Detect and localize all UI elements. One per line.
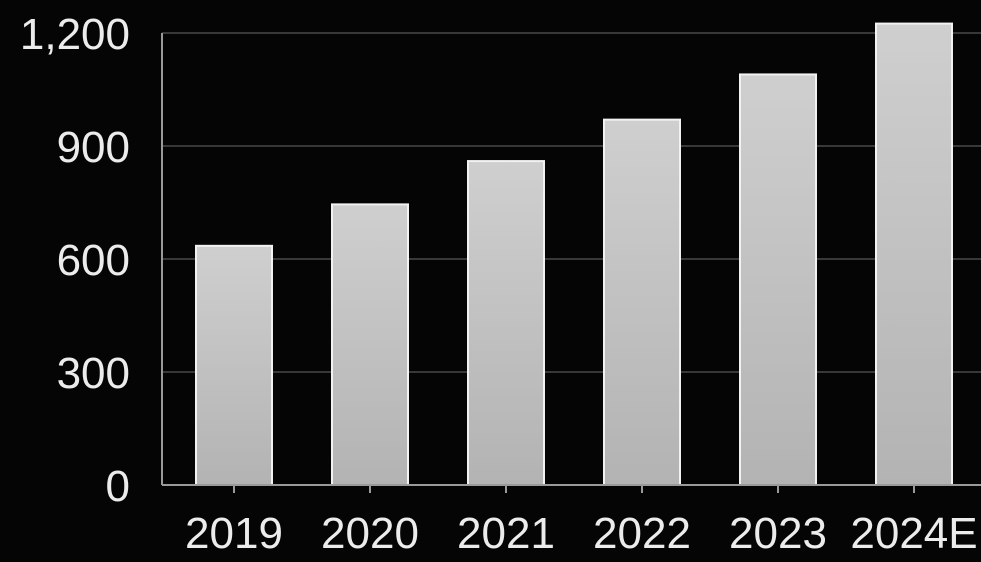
bars	[195, 22, 953, 487]
x-tick-label: 2021	[457, 509, 555, 558]
gridlines	[162, 32, 981, 373]
y-tick-label: 300	[57, 349, 130, 398]
bar-2022	[603, 118, 681, 486]
bar-2024e	[875, 22, 953, 486]
x-tick-label: 2023	[729, 509, 827, 558]
bar-2021	[467, 160, 545, 486]
y-tick-label: 0	[106, 462, 130, 511]
x-tick-label: 2022	[593, 509, 691, 558]
bar-2020	[331, 203, 409, 486]
x-tick-label: 2019	[185, 509, 283, 558]
y-tick-label: 600	[57, 236, 130, 285]
x-tick-label: 2020	[321, 509, 419, 558]
axes	[161, 33, 981, 493]
y-tick-label: 1,200	[20, 10, 130, 59]
bar-2023	[739, 73, 817, 487]
x-tick-label: 2024E	[850, 509, 977, 558]
bar-2019	[195, 244, 273, 486]
tick-labels: 0 300 600 900 1,200 2019 2020 2021 2022 2023 2024E	[20, 10, 978, 558]
y-tick-label: 900	[57, 123, 130, 172]
